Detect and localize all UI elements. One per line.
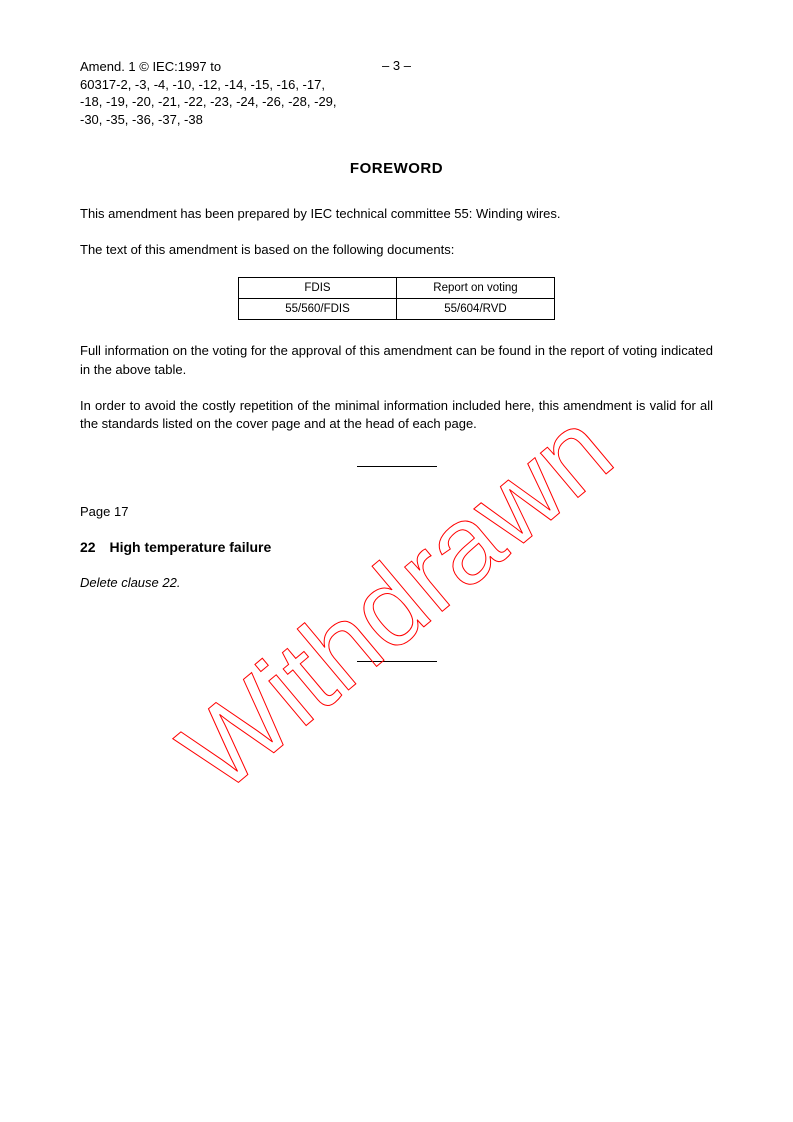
foreword-para-3: Full information on the voting for the a… <box>80 342 713 378</box>
table-cell-fdis: 55/560/FDIS <box>239 299 397 320</box>
page-number: – 3 – <box>382 58 411 73</box>
delete-instruction: Delete clause 22. <box>80 575 713 590</box>
foreword-para-4: In order to avoid the costly repetition … <box>80 397 713 433</box>
table-cell-report: 55/604/RVD <box>397 299 555 320</box>
separator-2 <box>80 650 713 665</box>
table-header-fdis: FDIS <box>239 278 397 299</box>
foreword-para-1: This amendment has been prepared by IEC … <box>80 205 713 223</box>
header-block: Amend. 1 © IEC:1997 to 60317-2, -3, -4, … <box>80 58 713 128</box>
header-line-4: -30, -35, -36, -37, -38 <box>80 111 337 129</box>
clause-heading: 22 High temperature failure <box>80 539 713 555</box>
foreword-para-2: The text of this amendment is based on t… <box>80 241 713 259</box>
separator-line-icon <box>357 661 437 662</box>
table-data-row: 55/560/FDIS 55/604/RVD <box>239 299 555 320</box>
clause-number: 22 <box>80 539 96 555</box>
table-header-row: FDIS Report on voting <box>239 278 555 299</box>
table-header-report: Report on voting <box>397 278 555 299</box>
page-reference: Page 17 <box>80 504 713 519</box>
header-line-1: Amend. 1 © IEC:1997 to <box>80 58 337 76</box>
documents-table: FDIS Report on voting 55/560/FDIS 55/604… <box>238 277 555 320</box>
clause-title: High temperature failure <box>109 539 271 555</box>
watermark-text: Withdrawn <box>157 387 634 815</box>
foreword-title: FOREWORD <box>80 160 713 177</box>
header-line-2: 60317-2, -3, -4, -10, -12, -14, -15, -16… <box>80 76 337 94</box>
separator-line-icon <box>357 466 437 467</box>
separator-1 <box>80 455 713 470</box>
header-line-3: -18, -19, -20, -21, -22, -23, -24, -26, … <box>80 93 337 111</box>
header-left: Amend. 1 © IEC:1997 to 60317-2, -3, -4, … <box>80 58 337 128</box>
